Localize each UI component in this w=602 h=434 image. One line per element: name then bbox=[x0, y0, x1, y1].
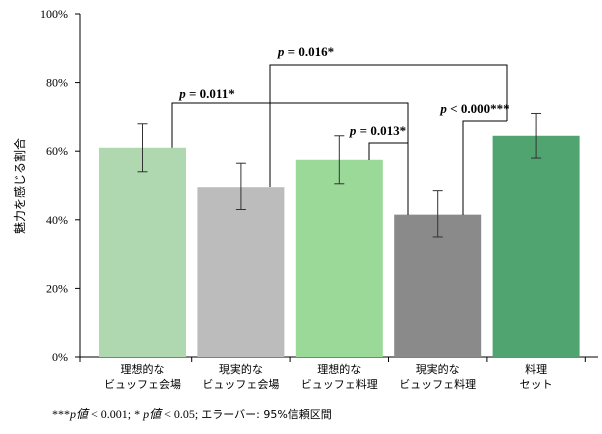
y-tick-label: 60% bbox=[46, 144, 68, 158]
x-tick-label: 理想的なビュッフェ会場 bbox=[104, 362, 181, 391]
bar bbox=[492, 135, 580, 357]
bar bbox=[99, 147, 186, 357]
x-axis-labels: 理想的なビュッフェ会場現実的なビュッフェ会場理想的なビュッフェ料理現実的なビュッ… bbox=[104, 362, 553, 391]
footnote: ***p値 < 0.001; * p値 < 0.05; エラーバー: 95%信頼… bbox=[52, 407, 332, 421]
y-tick-label: 100% bbox=[40, 7, 68, 21]
bar bbox=[295, 159, 383, 357]
x-tick-label: 現実的なビュッフェ会場 bbox=[202, 362, 279, 391]
y-tick-label: 80% bbox=[46, 76, 68, 90]
y-axis-label: 魅力を感じる割合 bbox=[12, 138, 27, 234]
y-tick-label: 0% bbox=[52, 350, 68, 364]
p-value-label: p = 0.016* bbox=[277, 44, 334, 59]
p-value-label: p < 0.000*** bbox=[439, 101, 509, 116]
bars bbox=[99, 135, 580, 357]
p-value-label: p = 0.013* bbox=[349, 123, 406, 138]
significance-bracket bbox=[368, 142, 409, 215]
x-tick-label: 料理セット bbox=[520, 362, 553, 391]
bar bbox=[197, 187, 285, 357]
significance-bracket bbox=[462, 120, 507, 215]
error-bars bbox=[137, 112, 542, 238]
significance-bracket bbox=[269, 64, 508, 187]
y-tick-label: 40% bbox=[46, 213, 68, 227]
y-tick-label: 20% bbox=[46, 281, 68, 295]
x-tick-label: 現実的なビュッフェ料理 bbox=[399, 362, 476, 391]
significance-brackets: p = 0.011* p = 0.016* p = 0.013* p < 0.000*… bbox=[171, 44, 510, 215]
p-value-label: p = 0.011* bbox=[178, 86, 234, 101]
x-tick-label: 理想的なビュッフェ料理 bbox=[301, 362, 378, 391]
bar bbox=[394, 214, 482, 357]
